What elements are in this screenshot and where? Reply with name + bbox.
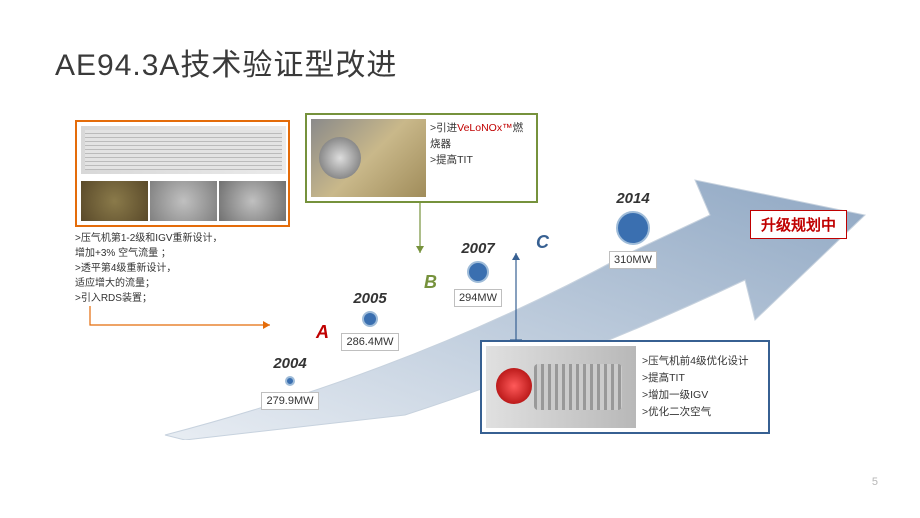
- letter-c: C: [536, 232, 549, 253]
- point-2004: 2004 279.9MW: [255, 355, 325, 410]
- callout-c: >压气机前4级优化设计 >提高TIT >增加一级IGV >优化二次空气: [480, 340, 770, 434]
- callout-b-frame: >引进VeLoNOx™燃烧器 >提高TIT: [305, 113, 538, 203]
- connector-b: [410, 198, 430, 263]
- point-2005: 2005 286.4MW: [335, 290, 405, 351]
- callout-b: >引进VeLoNOx™燃烧器 >提高TIT: [305, 113, 538, 203]
- callout-a-frame: [75, 120, 290, 227]
- point-2014: 2014 310MW: [598, 190, 668, 269]
- callout-c-frame: >压气机前4级优化设计 >提高TIT >增加一级IGV >优化二次空气: [480, 340, 770, 434]
- upgrade-label: 升级规划中: [750, 210, 847, 239]
- letter-a: A: [316, 322, 329, 343]
- callout-b-image: [311, 119, 426, 197]
- letter-b: B: [424, 272, 437, 293]
- callout-c-image: [486, 346, 636, 428]
- point-2007: 2007 294MW: [443, 240, 513, 307]
- slide-number: 5: [872, 476, 878, 488]
- callout-a-text: >压气机第1-2级和IGV重新设计， 增加+3% 空气流量 ； >透平第4级重新…: [75, 231, 290, 306]
- callout-b-text: >引进VeLoNOx™燃烧器 >提高TIT: [430, 119, 532, 168]
- slide-title: AE94.3A技术验证型改进: [55, 40, 397, 84]
- callout-c-text: >压气机前4级优化设计 >提高TIT >增加一级IGV >优化二次空气: [642, 353, 764, 420]
- callout-a: >压气机第1-2级和IGV重新设计， 增加+3% 空气流量 ； >透平第4级重新…: [75, 120, 290, 306]
- callout-a-image: [81, 126, 286, 221]
